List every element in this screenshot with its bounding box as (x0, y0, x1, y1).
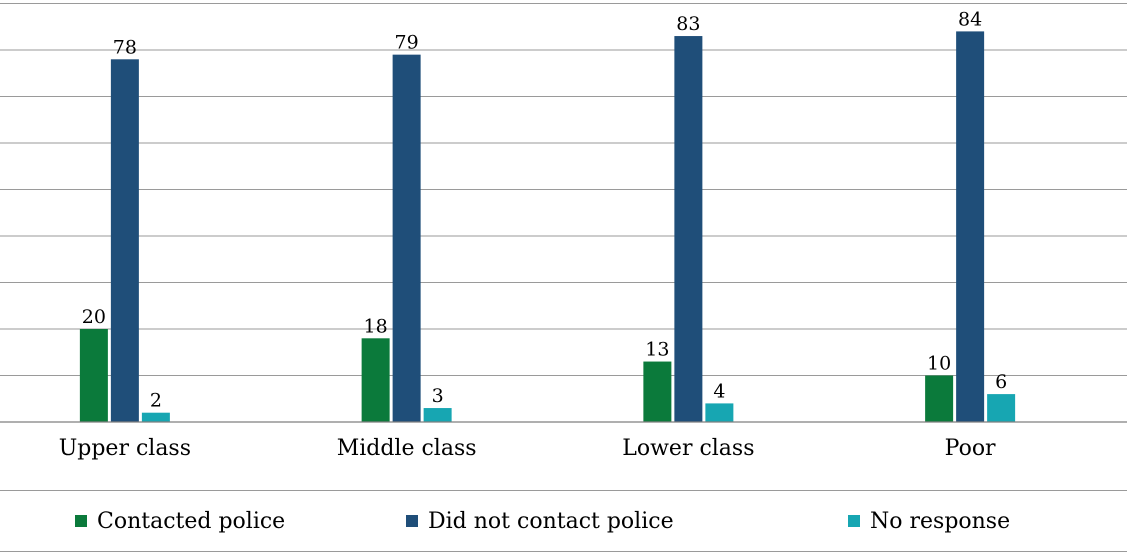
legend-item-contacted-police: Contacted police (75, 508, 285, 534)
bar-did-not-contact-police-upper-class (110, 59, 139, 423)
value-labels: 20 78 2 18 79 3 13 83 4 10 84 6 (82, 8, 1007, 411)
bar-no-response-upper-class (141, 412, 170, 422)
value-label-contacted-police-middle-class: 18 (364, 315, 388, 337)
value-label-did-not-contact-police-upper-class: 78 (113, 36, 137, 58)
gridlines (0, 3, 1127, 376)
legend-top-rule (0, 490, 1127, 491)
bar-no-response-lower-class (705, 403, 734, 422)
value-label-no-response-upper-class: 2 (150, 390, 162, 412)
category-labels: Upper class Middle class Lower class Poor (59, 436, 996, 461)
bar-contacted-police-poor (925, 375, 954, 422)
legend-item-no-response: No response (848, 508, 1010, 534)
value-label-contacted-police-lower-class: 13 (645, 339, 669, 361)
legend-label-contacted-police: Contacted police (97, 508, 286, 534)
value-label-no-response-middle-class: 3 (432, 385, 444, 407)
value-label-did-not-contact-police-poor: 84 (958, 8, 982, 30)
bar-did-not-contact-police-middle-class (392, 54, 421, 423)
value-label-no-response-lower-class: 4 (713, 380, 725, 402)
category-label-lower-class: Lower class (622, 436, 754, 461)
bars (79, 31, 1016, 423)
category-label-middle-class: Middle class (337, 436, 477, 461)
value-label-did-not-contact-police-middle-class: 79 (395, 32, 419, 54)
bar-did-not-contact-police-lower-class (674, 36, 703, 423)
bar-contacted-police-upper-class (79, 329, 108, 422)
value-label-no-response-poor: 6 (995, 371, 1007, 393)
bar-contacted-police-lower-class (643, 361, 672, 422)
bar-no-response-poor (987, 394, 1016, 422)
legend-swatch-contacted-police (75, 515, 87, 527)
bar-did-not-contact-police-poor (956, 31, 985, 423)
value-label-contacted-police-upper-class: 20 (82, 306, 106, 328)
bar-chart: 20 78 2 18 79 3 13 83 4 10 84 6 Upper class Middle c… (0, 3, 1127, 461)
category-label-poor: Poor (945, 436, 996, 461)
legend-item-did-not-contact-police: Did not contact police (406, 508, 674, 534)
value-label-contacted-police-poor: 10 (927, 353, 951, 375)
legend-label-did-not-contact-police: Did not contact police (428, 508, 674, 534)
category-label-upper-class: Upper class (59, 436, 191, 461)
value-label-did-not-contact-police-lower-class: 83 (676, 13, 700, 35)
legend-swatch-no-response (848, 515, 860, 527)
legend-label-no-response: No response (870, 508, 1011, 534)
bar-contacted-police-middle-class (361, 338, 390, 422)
bar-no-response-middle-class (423, 408, 452, 422)
legend-swatch-did-not-contact-police (406, 515, 418, 527)
legend: Contacted police Did not contact police … (0, 490, 1127, 552)
